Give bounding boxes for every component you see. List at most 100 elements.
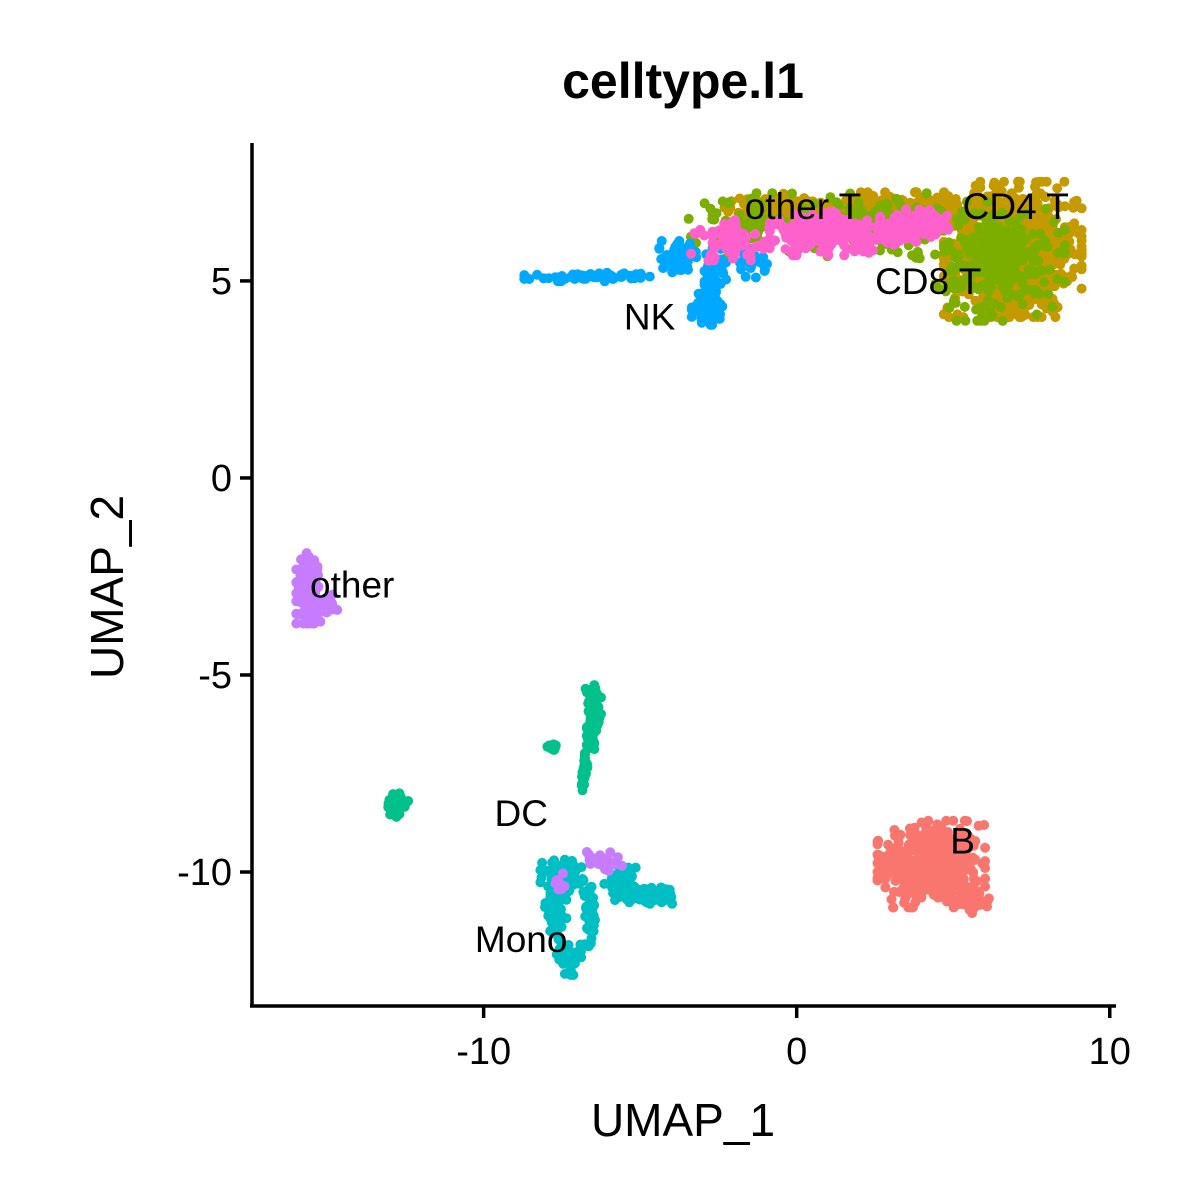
- point: [555, 954, 566, 965]
- series-other-t: [686, 204, 954, 266]
- point: [888, 224, 899, 235]
- point: [1049, 195, 1060, 206]
- point: [583, 706, 594, 717]
- point: [779, 194, 790, 205]
- point: [1048, 217, 1059, 227]
- series-dc: [383, 680, 606, 822]
- point: [403, 796, 414, 806]
- point: [1006, 188, 1017, 199]
- point: [548, 920, 559, 931]
- point: [578, 270, 589, 281]
- point: [942, 210, 952, 221]
- point: [944, 302, 955, 313]
- point: [756, 204, 767, 215]
- point: [901, 890, 911, 901]
- point: [745, 194, 756, 204]
- point: [1019, 271, 1029, 282]
- point: [820, 208, 831, 219]
- point: [903, 902, 914, 913]
- point: [384, 797, 395, 808]
- point: [1076, 203, 1087, 214]
- point: [1023, 264, 1034, 275]
- point: [614, 892, 625, 903]
- point: [787, 220, 798, 231]
- point: [989, 298, 1000, 309]
- point: [985, 307, 996, 318]
- point: [962, 816, 972, 827]
- point: [947, 246, 958, 257]
- cluster-label-other-t: other T: [745, 186, 862, 227]
- point: [1052, 274, 1063, 284]
- point: [699, 276, 710, 287]
- point: [690, 229, 701, 239]
- point: [888, 902, 898, 913]
- point: [983, 225, 994, 236]
- point: [960, 273, 971, 284]
- point: [997, 315, 1008, 326]
- point: [588, 272, 599, 282]
- point: [887, 844, 898, 855]
- point: [856, 205, 867, 216]
- point: [826, 239, 837, 249]
- point: [532, 269, 543, 280]
- point: [1044, 264, 1055, 275]
- point: [1043, 289, 1054, 300]
- cluster-label-other: other: [310, 564, 394, 605]
- point: [934, 283, 945, 294]
- cluster-label-cd4-t: CD4 T: [963, 186, 1069, 227]
- point: [978, 260, 989, 271]
- x-tick-label: 10: [1089, 1031, 1131, 1073]
- point: [858, 246, 869, 257]
- point: [559, 274, 570, 284]
- point: [982, 901, 992, 912]
- cluster-labels-layer: B CD4 T CD8 T DC Mono NK other other T: [310, 186, 1069, 960]
- point: [918, 830, 929, 840]
- point: [581, 903, 591, 914]
- point: [585, 938, 596, 949]
- point: [1031, 309, 1042, 320]
- point: [951, 315, 962, 326]
- point: [309, 585, 320, 595]
- point: [683, 213, 694, 224]
- point: [759, 236, 770, 247]
- point: [886, 894, 897, 905]
- ticks-layer: -10 0 10 -10 -5 0 5: [177, 261, 1131, 1073]
- point: [535, 865, 546, 876]
- point: [659, 884, 670, 895]
- point: [617, 860, 627, 871]
- point: [930, 889, 941, 900]
- point: [880, 874, 891, 885]
- point: [902, 223, 913, 234]
- point: [654, 243, 665, 254]
- point: [1017, 193, 1028, 204]
- point: [1032, 286, 1042, 297]
- point: [661, 892, 672, 903]
- point: [872, 873, 883, 884]
- point: [1055, 259, 1066, 270]
- point: [974, 179, 985, 190]
- point: [1036, 266, 1047, 276]
- point: [699, 198, 710, 209]
- point: [1059, 176, 1070, 187]
- point: [969, 207, 980, 218]
- point: [1052, 183, 1063, 194]
- y-tick-label: -10: [177, 852, 232, 894]
- point: [708, 283, 719, 294]
- point: [607, 271, 618, 282]
- point: [855, 238, 866, 249]
- point: [1067, 272, 1078, 282]
- point: [553, 876, 564, 887]
- point: [855, 187, 866, 198]
- point: [693, 288, 704, 299]
- point: [953, 283, 964, 294]
- point: [977, 234, 988, 245]
- point: [948, 815, 959, 826]
- point: [894, 235, 905, 246]
- point: [881, 198, 891, 209]
- point: [880, 882, 891, 893]
- point: [927, 868, 938, 879]
- point: [630, 862, 641, 873]
- point: [989, 211, 999, 222]
- point: [778, 225, 789, 235]
- point: [1003, 242, 1014, 253]
